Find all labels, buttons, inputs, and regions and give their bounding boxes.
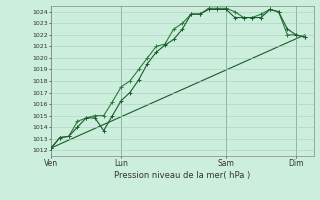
X-axis label: Pression niveau de la mer( hPa ): Pression niveau de la mer( hPa ) <box>114 171 251 180</box>
